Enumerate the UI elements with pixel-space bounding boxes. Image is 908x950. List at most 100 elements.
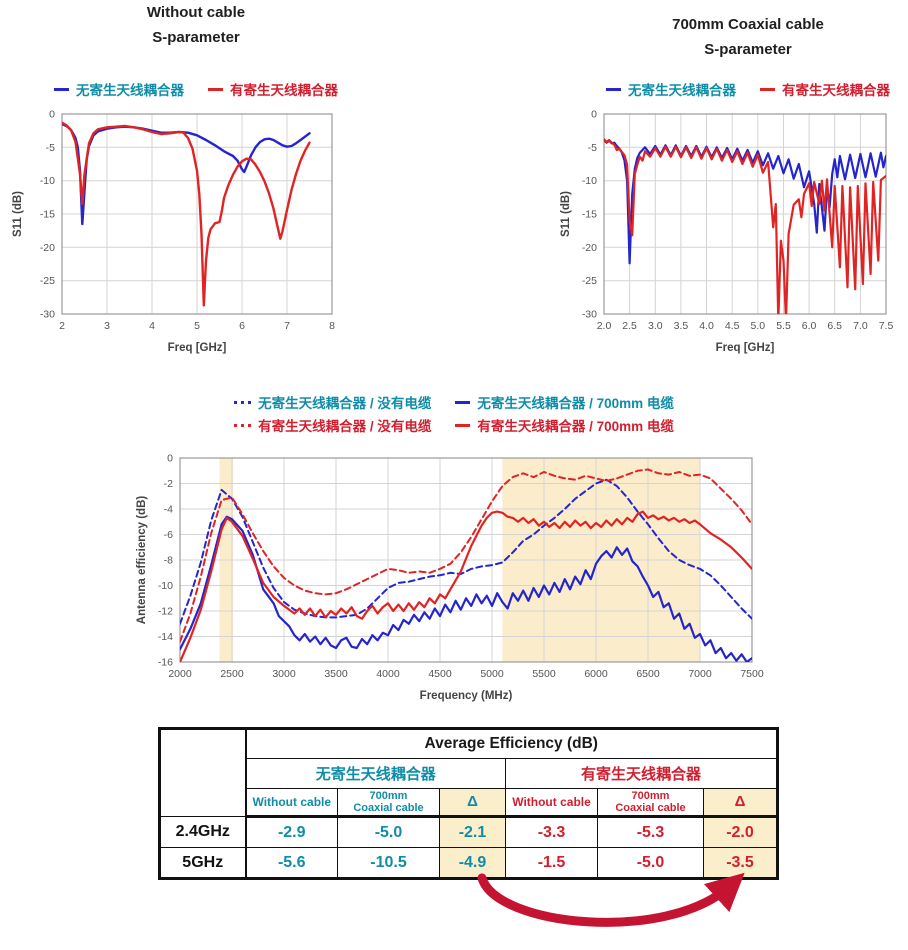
svg-text:7: 7	[284, 320, 290, 332]
svg-text:Freq [GHz]: Freq [GHz]	[716, 342, 775, 354]
svg-text:4.5: 4.5	[725, 320, 740, 332]
svg-text:-20: -20	[582, 242, 597, 254]
legend-label: 无寄生天线耦合器 / 700mm 电缆	[477, 396, 674, 411]
svg-text:4500: 4500	[428, 668, 452, 680]
red-line-icon	[760, 87, 775, 91]
legend-item-with-parasitic: 有寄生天线耦合器	[760, 79, 890, 99]
svg-text:3000: 3000	[272, 668, 296, 680]
legend-label: 无寄生天线耦合器	[628, 83, 736, 98]
svg-text:3: 3	[104, 320, 110, 332]
cell-2-4ghz-left-delta: -2.1	[439, 816, 506, 848]
col-header-line1: 700mm	[369, 790, 408, 802]
svg-text:-10: -10	[158, 580, 173, 592]
cell-2-4ghz-right-delta: -2.0	[703, 816, 778, 848]
col-header-delta-right: Δ	[703, 788, 778, 818]
cell-5ghz-left-700mm: -10.5	[337, 847, 440, 879]
left-chart-title-block: Without cable S-parameter	[0, 0, 392, 50]
blue-dotted-line-icon	[234, 400, 252, 404]
svg-text:-30: -30	[40, 309, 55, 321]
svg-text:-8: -8	[164, 555, 173, 567]
svg-text:-10: -10	[582, 175, 597, 187]
col-header-line1: 700mm	[631, 790, 670, 802]
legend-label: 无寄生天线耦合器	[76, 83, 184, 98]
legend-item-no-parasitic: 无寄生天线耦合器	[54, 79, 184, 99]
svg-text:3.5: 3.5	[674, 320, 689, 332]
svg-text:6: 6	[239, 320, 245, 332]
legend-item-with-parasitic-700mm: 有寄生天线耦合器 / 700mm 电缆	[455, 415, 674, 435]
row-label-5ghz: 5GHz	[159, 847, 247, 879]
legend-row-2: 有寄生天线耦合器 / 没有电缆 有寄生天线耦合器 / 700mm 电缆	[0, 415, 908, 435]
svg-text:S11 (dB): S11 (dB)	[12, 191, 24, 237]
svg-text:7.0: 7.0	[853, 320, 868, 332]
antenna-efficiency-chart: 2000 2500 3000 3500 4000 4500 5000 5500 6000 6500…	[136, 453, 764, 703]
svg-text:2000: 2000	[168, 668, 192, 680]
left-chart-subtitle: S-parameter	[152, 29, 240, 46]
svg-text:Freq [GHz]: Freq [GHz]	[168, 342, 227, 354]
col-header-line2: Coaxial cable	[615, 802, 686, 814]
svg-text:2: 2	[59, 320, 65, 332]
efficiency-chart-legend: 无寄生天线耦合器 / 没有电缆 无寄生天线耦合器 / 700mm 电缆 有寄生天…	[0, 392, 908, 435]
svg-text:-6: -6	[164, 529, 173, 541]
svg-text:-25: -25	[40, 275, 55, 287]
legend-item-with-parasitic-no-cable: 有寄生天线耦合器 / 没有电缆	[234, 415, 431, 435]
legend-item-with-parasitic: 有寄生天线耦合器	[208, 79, 338, 99]
svg-text:0: 0	[591, 109, 597, 121]
col-header-700mm-left: 700mm Coaxial cable	[337, 788, 440, 818]
svg-text:5500: 5500	[532, 668, 556, 680]
svg-text:4.0: 4.0	[699, 320, 714, 332]
s-parameter-chart-700mm-cable: 2.0 2.5 3.0 3.5 4.0 4.5 5.0 5.5 6.0 6.5 7.0 7.5 0 -5 -…	[560, 109, 894, 355]
svg-text:6.5: 6.5	[827, 320, 842, 332]
svg-text:-25: -25	[582, 275, 597, 287]
legend-item-no-parasitic: 无寄生天线耦合器	[606, 79, 736, 99]
svg-text:5.5: 5.5	[776, 320, 791, 332]
cell-5ghz-right-700mm: -5.0	[597, 847, 704, 879]
col-header-without-cable-right: Without cable	[505, 788, 598, 818]
svg-text:5000: 5000	[480, 668, 504, 680]
cell-2-4ghz-left-700mm: -5.0	[337, 816, 440, 848]
svg-text:-5: -5	[46, 142, 55, 154]
blue-line-icon	[455, 400, 471, 404]
svg-text:7000: 7000	[688, 668, 712, 680]
svg-text:-4: -4	[164, 504, 173, 516]
delta-comparison-arrow-icon	[477, 872, 745, 927]
svg-text:4: 4	[149, 320, 155, 332]
red-line-icon	[208, 87, 223, 91]
svg-text:2500: 2500	[220, 668, 244, 680]
svg-text:6500: 6500	[636, 668, 660, 680]
group-header-no-parasitic: 无寄生天线耦合器	[245, 758, 506, 789]
svg-text:7.5: 7.5	[879, 320, 894, 332]
cell-2-4ghz-right-without: -3.3	[505, 816, 598, 848]
legend-label: 有寄生天线耦合器	[782, 83, 890, 98]
row-label-2-4ghz: 2.4GHz	[159, 816, 247, 848]
group-header-with-parasitic: 有寄生天线耦合器	[505, 758, 778, 789]
table-corner-cell	[159, 728, 247, 817]
right-chart-title-block: 700mm Coaxial cable S-parameter	[518, 12, 908, 62]
svg-text:S11 (dB): S11 (dB)	[560, 191, 572, 237]
table-title: Average Efficiency (dB)	[245, 728, 778, 759]
col-header-700mm-right: 700mm Coaxial cable	[597, 788, 704, 818]
svg-text:2.5: 2.5	[622, 320, 637, 332]
col-header-line2: Coaxial cable	[353, 802, 424, 814]
col-header-without-cable-left: Without cable	[245, 788, 338, 818]
svg-text:-15: -15	[40, 209, 55, 221]
legend-label: 有寄生天线耦合器	[230, 83, 338, 98]
table-row-5ghz: 5GHz -5.6 -10.5 -4.9 -1.5 -5.0 -3.5	[159, 847, 778, 879]
col-header-delta-left: Δ	[439, 788, 506, 818]
legend-row-1: 无寄生天线耦合器 / 没有电缆 无寄生天线耦合器 / 700mm 电缆	[0, 392, 908, 412]
svg-text:6.0: 6.0	[802, 320, 817, 332]
svg-text:0: 0	[167, 453, 173, 465]
svg-text:-5: -5	[588, 142, 597, 154]
svg-text:-20: -20	[40, 242, 55, 254]
svg-text:-15: -15	[582, 209, 597, 221]
left-chart-legend: 无寄生天线耦合器 有寄生天线耦合器	[0, 79, 392, 99]
cell-5ghz-left-without: -5.6	[245, 847, 338, 879]
svg-text:7500: 7500	[740, 668, 764, 680]
legend-label: 有寄生天线耦合器 / 700mm 电缆	[477, 419, 674, 434]
right-chart-title: 700mm Coaxial cable	[672, 16, 824, 33]
svg-text:4000: 4000	[376, 668, 400, 680]
average-efficiency-table: Average Efficiency (dB) 无寄生天线耦合器 有寄生天线耦合…	[158, 727, 779, 880]
svg-text:6000: 6000	[584, 668, 608, 680]
svg-text:-10: -10	[40, 175, 55, 187]
cell-2-4ghz-right-700mm: -5.3	[597, 816, 704, 848]
